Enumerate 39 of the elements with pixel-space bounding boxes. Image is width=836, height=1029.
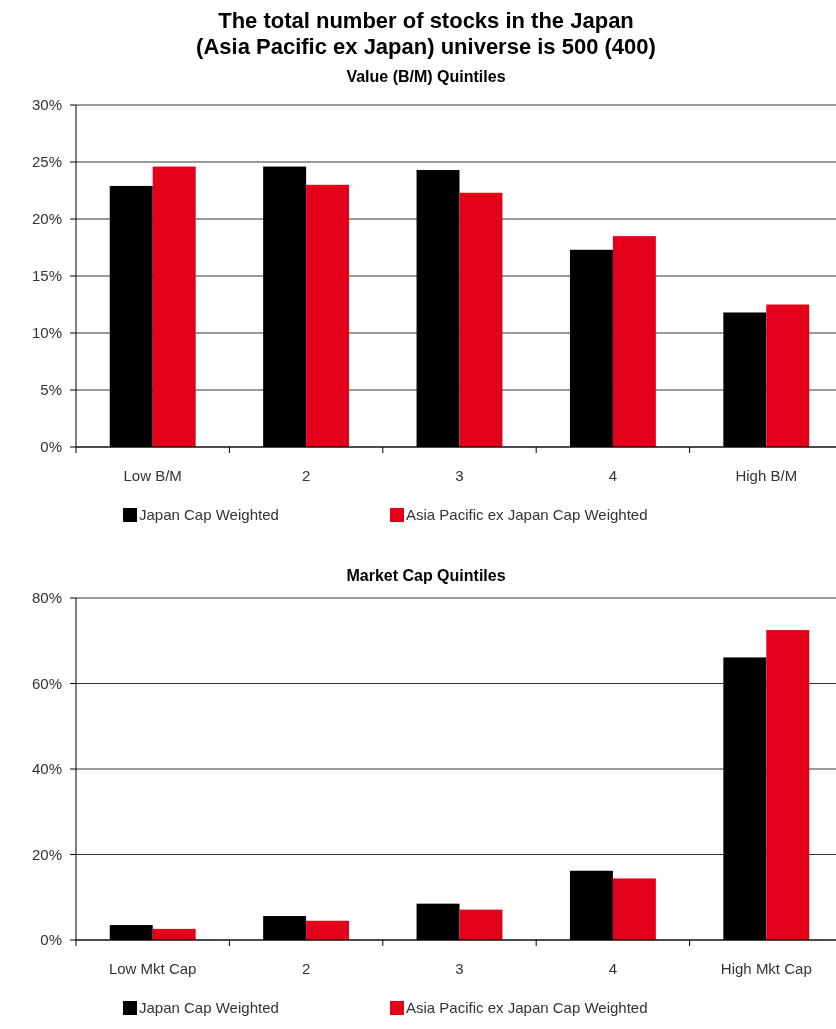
- bar: [459, 192, 503, 447]
- bar: [612, 236, 656, 447]
- bar: [152, 166, 196, 447]
- legend-label: Asia Pacific ex Japan Cap Weighted: [406, 506, 648, 523]
- y-tick-label: 40%: [31, 760, 62, 777]
- bar: [766, 304, 810, 447]
- y-tick-label: 20%: [31, 845, 62, 863]
- x-tick-label: High Mkt Cap: [720, 960, 812, 977]
- x-tick-label: 4: [608, 467, 618, 484]
- chart-subtitle: Value (B/M) Quintiles: [346, 68, 506, 85]
- bar: [766, 630, 810, 940]
- y-tick-label: 60%: [31, 674, 62, 692]
- x-tick-label: High B/M: [735, 467, 798, 484]
- y-tick-label: 10%: [31, 324, 62, 341]
- y-tick-label: 30%: [31, 96, 62, 113]
- x-tick-label: 4: [608, 960, 618, 977]
- x-tick-label: 2: [301, 960, 311, 977]
- legend-label: Japan Cap Weighted: [139, 506, 279, 523]
- bar: [152, 928, 196, 940]
- y-tick-label: 25%: [31, 153, 62, 170]
- x-tick-label: Low Mkt Cap: [108, 960, 197, 977]
- chart-title: Market Cap Quintiles: [346, 567, 506, 584]
- x-tick-label: Low B/M: [123, 467, 182, 484]
- x-tick-label: 2: [301, 467, 311, 484]
- bar: [306, 184, 350, 447]
- y-tick-label: 80%: [31, 589, 62, 606]
- bar: [459, 909, 503, 940]
- y-tick-label: 0%: [40, 931, 62, 948]
- y-tick-label: 5%: [40, 381, 62, 398]
- y-tick-label: 15%: [31, 267, 62, 284]
- x-tick-label: 3: [455, 467, 464, 484]
- x-tick-label: 3: [455, 960, 464, 977]
- y-tick-label: 20%: [31, 210, 62, 227]
- bar: [306, 920, 350, 940]
- legend-label: Asia Pacific ex Japan Cap Weighted: [406, 999, 648, 1016]
- y-tick-label: 0%: [40, 438, 62, 455]
- chart-title: The total number of stocks in the Japan (Asia Pacific ex Japan) universe is 500 (400): [196, 8, 656, 59]
- legend-label: Japan Cap Weighted: [139, 999, 279, 1016]
- bar: [612, 878, 656, 940]
